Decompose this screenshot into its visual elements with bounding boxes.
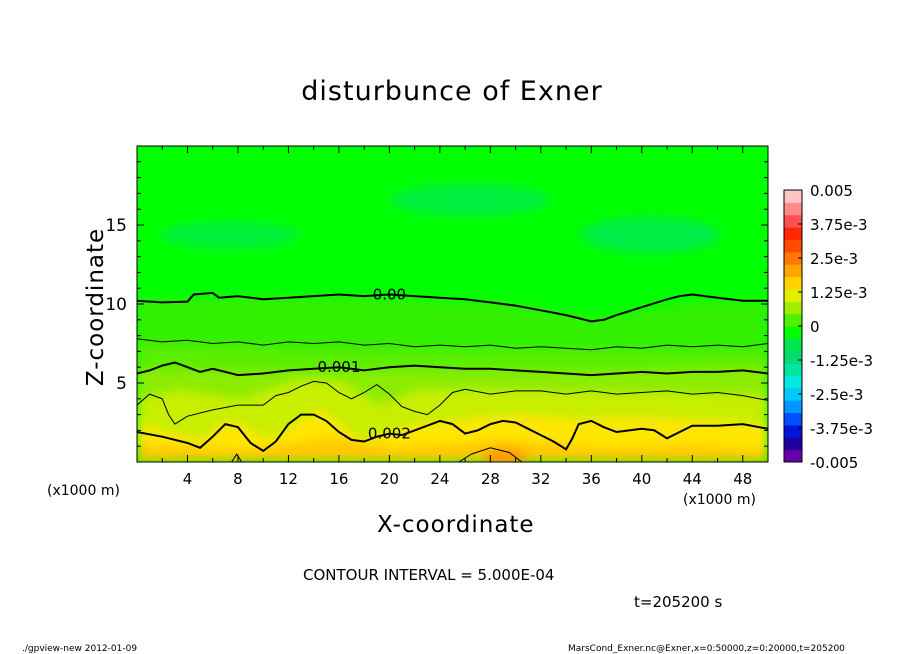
x-tick-label: 40 [632,470,651,488]
x-tick-label: 20 [380,470,399,488]
x-axis: 4 8 12 16 20 24 28 32 36 40 44 48 [161,146,752,488]
contour-label: 0.002 [368,425,411,443]
x-tick-label: 24 [430,470,449,488]
colorbar-swatch [784,214,802,228]
colorbar: 0.005 3.75e-3 2.5e-3 1.25e-3 0 -1.25e-3 -2.5e-… [783,182,873,472]
colorbar-swatch [784,313,802,327]
colorbar-swatch [784,350,802,364]
x-unit-label-left: (x1000 m) [47,483,120,499]
y-tick-label: 15 [105,216,127,236]
colorbar-swatch [784,301,802,315]
colorbar-swatch [784,375,802,389]
colorbar-label: -2.5e-3 [810,386,863,404]
contour-minor [458,447,523,462]
colorbar-swatch [784,227,802,240]
colorbar-swatch [784,338,802,352]
contour-major [137,291,768,323]
x-tick-label: 4 [183,470,193,488]
colorbar-swatch [784,288,802,302]
x-tick-label: 48 [733,470,752,488]
colorbar-swatch [784,363,802,376]
chart-title: disturbunce of Exner [301,76,603,107]
x-tick-label: 16 [329,470,348,488]
time-stamp-text: t=205200 s [634,593,723,611]
colorbar-swatch [784,276,802,290]
colorbar-swatch [784,202,802,216]
contour-minor [137,338,768,351]
colorbar-swatch [784,239,802,253]
contour-major [137,413,768,453]
colorbar-label: 1.25e-3 [810,284,868,302]
x-tick-label: 8 [233,470,243,488]
colorbar-swatch [784,387,802,401]
colorbar-label: 0.005 [810,182,853,200]
y-axis: 5 10 15 [105,161,768,447]
contour-label: 0.001 [317,358,360,376]
y-tick-label: 5 [116,374,127,394]
contour-labels: 0.00 0.001 0.002 [317,286,411,443]
disturbance-field [137,146,768,462]
x-tick-label: 32 [531,470,550,488]
footer-file-info: MarsCond_Exner.nc@Exner,x=0:50000,z=0:20… [568,644,845,654]
colorbar-swatch [784,264,802,278]
colorbar-swatch [784,400,802,414]
x-unit-label-right: (x1000 m) [683,492,756,508]
footer-script-date: ./gpview-new 2012-01-09 [22,644,138,654]
colorbar-label: 0 [810,318,820,336]
colorbar-label: -0.005 [810,454,858,472]
colorbar-swatch [784,251,802,265]
y-tick-label: 10 [105,295,127,315]
contour-label: 0.00 [373,286,406,304]
x-tick-label: 44 [683,470,702,488]
contour-minor [231,453,243,462]
x-tick-label: 12 [279,470,298,488]
colorbar-swatch [784,449,802,463]
contour-major [137,361,768,377]
colorbar-swatch [784,424,802,438]
x-axis-label: X-coordinate [377,512,535,538]
x-tick-label: 36 [582,470,601,488]
contour-minor [137,380,768,425]
colorbar-swatch [784,326,802,339]
colorbar-label: -3.75e-3 [810,420,873,438]
contour-lines [137,291,768,462]
colorbar-swatch [784,437,802,451]
colorbar-swatch [784,190,802,203]
x-tick-label: 28 [481,470,500,488]
colorbar-label: 3.75e-3 [810,216,868,234]
contour-interval-text: CONTOUR INTERVAL = 5.000E-04 [303,566,555,584]
colorbar-swatch [784,412,802,426]
colorbar-label: -1.25e-3 [810,352,873,370]
y-axis-label: Z-coordinate [83,227,109,387]
colorbar-label: 2.5e-3 [810,250,858,268]
